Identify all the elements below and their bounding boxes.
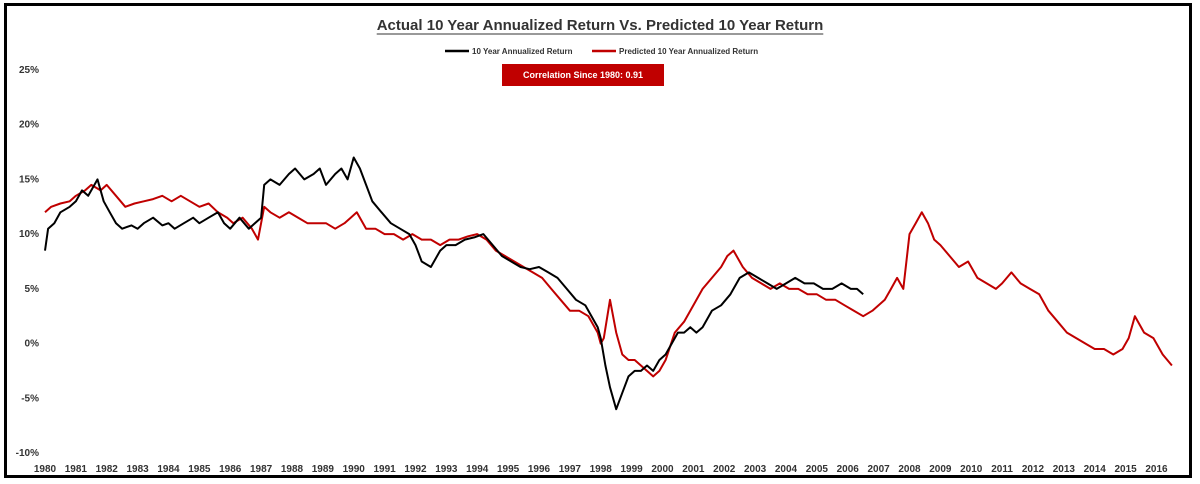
- x-tick-label: 1992: [404, 464, 427, 475]
- x-tick-label: 1986: [219, 464, 242, 475]
- x-tick-label: 1985: [188, 464, 211, 475]
- x-tick-label: 2016: [1145, 464, 1168, 475]
- x-tick-label: 1981: [65, 464, 88, 475]
- x-axis: 1980 1981 1982 1983 1984 1985 1986 1987 1988 1989…: [34, 464, 1168, 475]
- correlation-badge-text: Correlation Since 1980: 0.91: [523, 70, 643, 80]
- y-tick-label: -10%: [16, 448, 39, 459]
- x-tick-label: 1994: [466, 464, 489, 475]
- y-tick-label: 25%: [19, 65, 39, 76]
- y-tick-label: 10%: [19, 229, 39, 240]
- x-tick-label: 1996: [528, 464, 551, 475]
- x-tick-label: 2008: [898, 464, 921, 475]
- x-tick-label: 1995: [497, 464, 520, 475]
- x-tick-label: 2013: [1053, 464, 1076, 475]
- x-tick-label: 2014: [1084, 464, 1107, 475]
- x-tick-label: 2006: [837, 464, 860, 475]
- x-tick-label: 1997: [559, 464, 582, 475]
- x-tick-label: 1987: [250, 464, 273, 475]
- x-tick-label: 2001: [682, 464, 705, 475]
- x-tick-label: 2005: [806, 464, 829, 475]
- x-tick-label: 2007: [867, 464, 890, 475]
- y-tick-label: 20%: [19, 120, 39, 131]
- x-tick-label: 2009: [929, 464, 952, 475]
- chart-frame: Actual 10 Year Annualized Return Vs. Pre…: [4, 3, 1192, 478]
- y-axis: -10% -5% 0% 5% 10% 15% 20% 25%: [16, 65, 39, 459]
- y-tick-label: 5%: [25, 284, 40, 295]
- x-tick-label: 1990: [343, 464, 366, 475]
- x-tick-label: 2011: [991, 464, 1013, 475]
- x-tick-label: 2004: [775, 464, 798, 475]
- x-tick-label: 2015: [1114, 464, 1137, 475]
- chart-title: Actual 10 Year Annualized Return Vs. Pre…: [377, 17, 824, 34]
- x-tick-label: 1980: [34, 464, 57, 475]
- series-layer: [44, 156, 1173, 411]
- x-tick-label: 1983: [126, 464, 149, 475]
- y-tick-label: 0%: [25, 339, 40, 350]
- y-tick-label: 15%: [19, 174, 39, 185]
- y-tick-label: -5%: [21, 393, 39, 404]
- x-tick-label: 1999: [620, 464, 643, 475]
- x-tick-label: 1991: [373, 464, 396, 475]
- x-tick-label: 1993: [435, 464, 458, 475]
- x-tick-label: 1984: [157, 464, 180, 475]
- series-line-actual: [44, 156, 864, 411]
- x-tick-label: 2002: [713, 464, 736, 475]
- x-tick-label: 2000: [651, 464, 674, 475]
- x-tick-label: 1998: [590, 464, 613, 475]
- x-tick-label: 1989: [312, 464, 335, 475]
- x-tick-label: 2012: [1022, 464, 1045, 475]
- x-tick-label: 2003: [744, 464, 767, 475]
- legend-label-actual: 10 Year Annualized Return: [472, 47, 573, 56]
- correlation-badge: Correlation Since 1980: 0.91: [502, 64, 664, 86]
- correlation-badge-bg: [502, 64, 664, 86]
- legend-label-predicted: Predicted 10 Year Annualized Return: [619, 47, 758, 56]
- line-chart: Actual 10 Year Annualized Return Vs. Pre…: [16, 17, 1173, 475]
- x-tick-label: 1988: [281, 464, 304, 475]
- x-tick-label: 2010: [960, 464, 983, 475]
- legend: 10 Year Annualized Return Predicted 10 Y…: [445, 47, 758, 56]
- x-tick-label: 1982: [96, 464, 119, 475]
